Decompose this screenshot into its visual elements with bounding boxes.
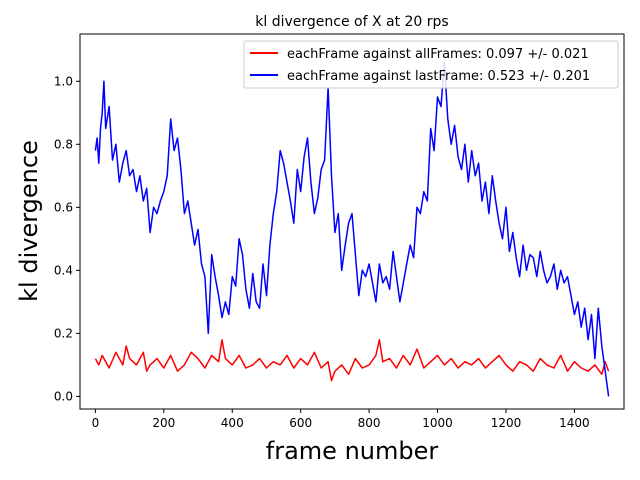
- y-tick-label: 0.8: [54, 137, 73, 151]
- plot-frame: [79, 33, 625, 410]
- series-line-lastframe: [94, 61, 610, 397]
- y-tick-label: 0.6: [54, 200, 73, 214]
- x-axis: 0 200 400 600 800 1000 1200 1400: [92, 409, 590, 430]
- x-tick-label: 600: [289, 416, 312, 430]
- y-tick-label: 0.0: [54, 389, 73, 403]
- series-lines: [94, 61, 610, 397]
- x-tick-label: 1000: [422, 416, 453, 430]
- legend-box: [243, 40, 619, 89]
- x-tick-label: 1200: [491, 416, 522, 430]
- x-axis-label: frame number: [266, 437, 439, 465]
- y-tick-label: 1.0: [54, 74, 73, 88]
- y-axis-label: kl divergence: [15, 140, 43, 302]
- x-tick-label: 0: [92, 416, 100, 430]
- y-axis: 0.0 0.2 0.4 0.6 0.8 1.0: [54, 74, 80, 403]
- x-tick-label: 200: [152, 416, 175, 430]
- x-tick-label: 800: [358, 416, 381, 430]
- chart-title: kl divergence of X at 20 rps: [255, 14, 448, 30]
- x-tick-label: 400: [221, 416, 244, 430]
- y-tick-label: 0.4: [54, 263, 73, 277]
- y-tick-label: 0.2: [54, 326, 73, 340]
- x-tick-label: 1400: [559, 416, 590, 430]
- series-line-allframes: [94, 338, 610, 382]
- legend: eachFrame against allFrames: 0.097 +/- 0…: [243, 40, 619, 89]
- legend-label-lastframe: eachFrame against lastFrame: 0.523 +/- 0…: [287, 69, 590, 84]
- legend-label-allframes: eachFrame against allFrames: 0.097 +/- 0…: [287, 47, 589, 62]
